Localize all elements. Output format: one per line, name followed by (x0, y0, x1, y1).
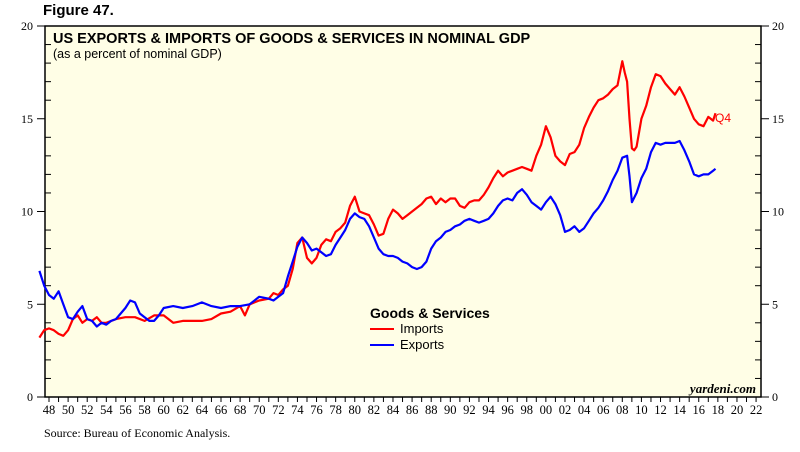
x-tick-label: 84 (387, 403, 400, 417)
y-tick-label-left: 20 (21, 19, 33, 33)
y-tick-label-left: 15 (21, 112, 33, 126)
x-tick-label: 68 (234, 403, 247, 417)
source-note: Source: Bureau of Economic Analysis. (44, 426, 230, 440)
x-tick-label: 60 (157, 403, 170, 417)
x-tick-label: 94 (482, 403, 495, 417)
series-line-imports (38, 60, 717, 339)
x-tick-label: 74 (291, 403, 304, 417)
x-tick-label: 10 (635, 403, 648, 417)
x-tick-label: 70 (253, 403, 266, 417)
x-tick-label: 80 (349, 403, 362, 417)
y-tick-label-left: 10 (21, 205, 33, 219)
x-axis: 48 50 52 54 56 58 60 62 64 66 68 70 72 74 76 78 80 82 84 86… (43, 397, 763, 417)
y-tick-label-right: 5 (772, 297, 778, 311)
x-tick-label: 22 (750, 403, 763, 417)
x-tick-label: 16 (692, 403, 705, 417)
x-tick-label: 14 (673, 403, 686, 417)
x-tick-label: 58 (138, 403, 151, 417)
x-tick-label: 64 (196, 403, 209, 417)
x-tick-label: 06 (597, 403, 610, 417)
x-tick-label: 20 (731, 403, 744, 417)
x-tick-label: 66 (215, 403, 228, 417)
legend-title: Goods & Services (370, 305, 490, 321)
y-axis-right: 0 5 10 15 20 (755, 19, 784, 404)
y-tick-label-right: 0 (772, 390, 778, 404)
x-tick-label: 82 (368, 403, 381, 417)
figure-label: Figure 47. (43, 2, 114, 19)
y-tick-label-right: 10 (772, 205, 784, 219)
watermark: yardeni.com (688, 381, 756, 396)
x-tick-label: 76 (310, 403, 323, 417)
x-tick-label: 02 (559, 403, 572, 417)
x-tick-label: 08 (616, 403, 629, 417)
x-tick-label: 54 (100, 403, 113, 417)
y-tick-label-left: 5 (27, 297, 33, 311)
x-tick-label: 78 (329, 403, 342, 417)
x-tick-label: 56 (119, 403, 132, 417)
x-tick-label: 96 (501, 403, 514, 417)
end-annotation-q4: Q4 (715, 111, 731, 125)
plot-area (44, 25, 762, 398)
x-tick-label: 98 (521, 403, 534, 417)
series-line-exports (38, 139, 717, 328)
legend: Goods & Services Imports Exports (370, 305, 490, 352)
chart-subtitle: (as a percent of nominal GDP) (53, 47, 222, 61)
x-tick-label: 04 (578, 403, 591, 417)
x-tick-label: 86 (406, 403, 419, 417)
x-tick-label: 48 (43, 403, 56, 417)
y-axis-left: 0 5 10 15 20 (21, 19, 51, 404)
x-tick-label: 18 (712, 403, 725, 417)
legend-label-exports: Exports (400, 337, 445, 352)
x-tick-label: 62 (177, 403, 190, 417)
x-tick-label: 52 (81, 403, 94, 417)
x-tick-label: 00 (540, 403, 553, 417)
x-tick-label: 90 (444, 403, 457, 417)
y-tick-label-right: 15 (772, 112, 784, 126)
legend-label-imports: Imports (400, 321, 444, 336)
y-tick-label-right: 20 (772, 19, 784, 33)
chart-title: US EXPORTS & IMPORTS OF GOODS & SERVICES… (53, 31, 531, 47)
y-tick-label-left: 0 (27, 390, 33, 404)
x-tick-label: 92 (463, 403, 476, 417)
x-tick-label: 88 (425, 403, 438, 417)
x-tick-label: 12 (654, 403, 667, 417)
x-tick-label: 72 (272, 403, 285, 417)
x-tick-label: 50 (62, 403, 75, 417)
